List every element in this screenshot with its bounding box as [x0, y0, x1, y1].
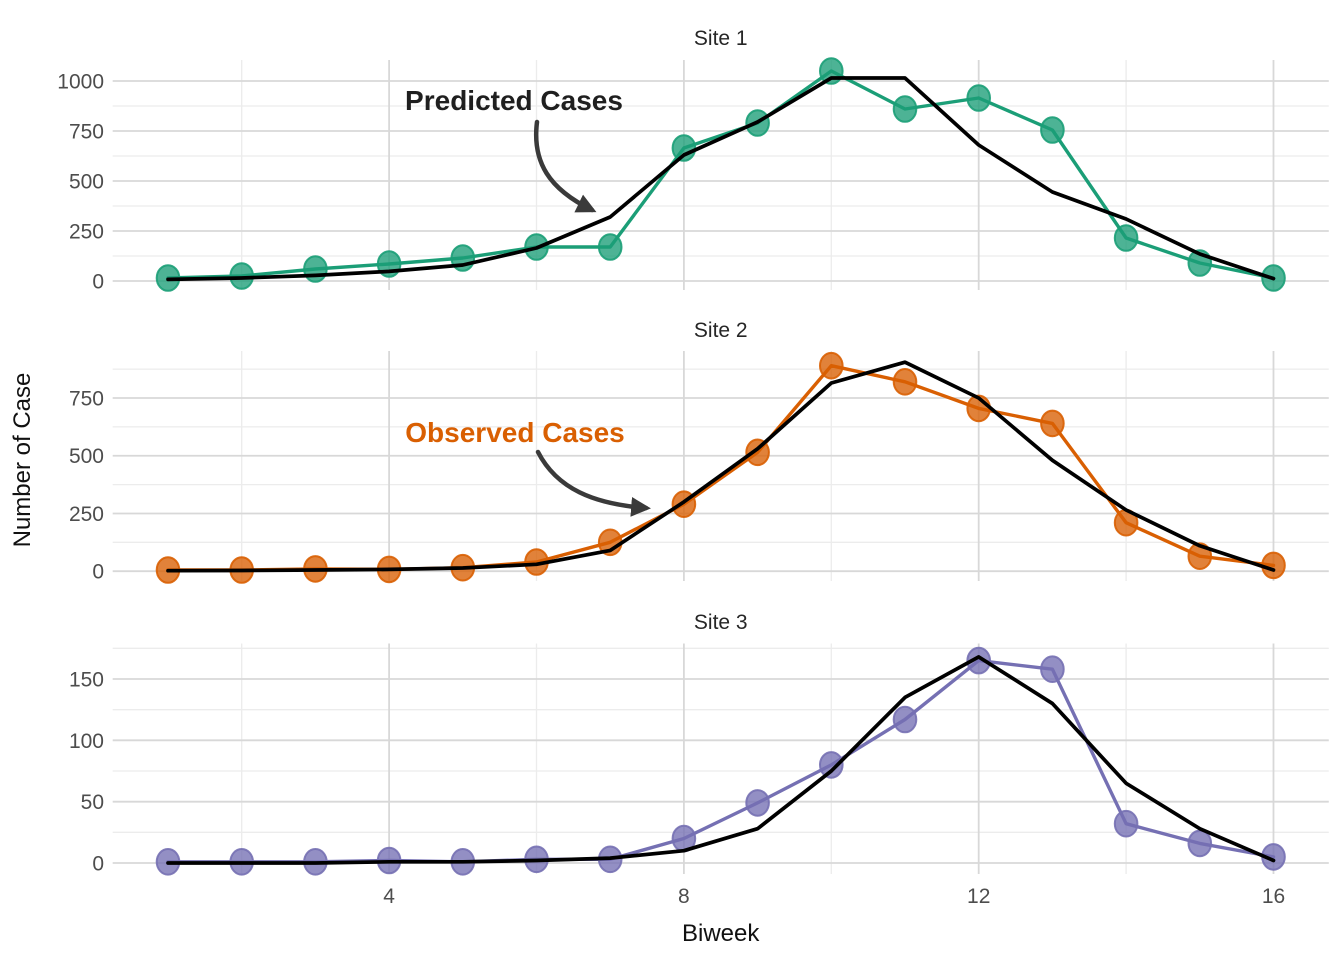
y-tick-label: 750	[69, 388, 104, 411]
y-tick-label: 0	[92, 271, 104, 294]
observed-point	[966, 84, 992, 112]
observed-points	[155, 351, 1286, 584]
y-axis-tick-labels: 0 250 500 750 1000	[57, 71, 104, 294]
y-tick-label: 250	[69, 221, 104, 244]
observed-point	[1040, 409, 1065, 438]
y-axis-tick-labels: 0 250 500 750	[69, 388, 104, 584]
observed-cases-arrow	[535, 449, 651, 517]
y-axis-title: Number of Case	[9, 373, 36, 548]
gridlines-major	[112, 351, 1329, 581]
observed-point	[745, 789, 770, 817]
x-tick-label: 8	[678, 885, 690, 908]
y-axis-tick-labels: 0 50 100 150	[69, 669, 104, 876]
gridlines-minor	[112, 351, 1329, 581]
panel-site-3: Site 3 0 50 100 150	[69, 611, 1329, 876]
observed-line	[166, 364, 1276, 572]
predicted-cases-annotation: Predicted Cases	[405, 85, 623, 213]
facet-strip-title: Site 1	[694, 27, 748, 50]
y-tick-label: 100	[69, 730, 104, 753]
predicted-line	[166, 76, 1276, 282]
y-tick-label: 0	[92, 853, 104, 876]
observed-point	[966, 646, 992, 675]
y-tick-label: 750	[69, 121, 104, 144]
observed-point	[597, 233, 623, 261]
observed-point	[1113, 809, 1139, 838]
observed-point	[1040, 116, 1065, 144]
gridlines-minor	[112, 60, 1329, 290]
y-tick-label: 250	[69, 503, 104, 526]
x-tick-label: 16	[1262, 885, 1285, 908]
x-axis-tick-labels: 4 8 12 16	[383, 885, 1285, 908]
predicted-line	[166, 360, 1276, 573]
y-tick-label: 1000	[57, 71, 104, 94]
observed-cases-label: Observed Cases	[405, 417, 624, 448]
y-tick-label: 50	[81, 791, 104, 814]
x-tick-label: 4	[383, 885, 395, 908]
observed-point	[892, 368, 918, 396]
observed-point	[892, 705, 918, 734]
observed-point	[819, 751, 844, 779]
y-tick-label: 0	[92, 561, 104, 584]
x-tick-label: 12	[967, 885, 990, 908]
predicted-cases-label: Predicted Cases	[405, 85, 623, 116]
observed-line	[166, 69, 1276, 280]
facet-strip-title: Site 3	[694, 611, 748, 634]
panel-site-2: Site 2 0 250 500 750	[69, 319, 1329, 584]
observed-point	[1261, 551, 1286, 580]
observed-point	[1040, 655, 1065, 684]
panel-site-1: Site 1 0 250 500 750 1000	[57, 27, 1329, 294]
observed-cases-annotation: Observed Cases	[405, 417, 651, 517]
predicted-cases-arrow	[533, 119, 597, 213]
observed-point	[892, 95, 918, 123]
observed-point	[1113, 224, 1139, 252]
predicted-line	[166, 655, 1276, 865]
x-axis-title: Biweek	[682, 920, 760, 947]
observed-point	[1187, 542, 1213, 571]
observed-point	[1187, 829, 1213, 858]
observed-point	[303, 255, 328, 283]
y-tick-label: 150	[69, 669, 104, 692]
observed-point	[819, 351, 844, 380]
y-tick-label: 500	[69, 445, 104, 468]
y-tick-label: 500	[69, 171, 104, 194]
facet-strip-title: Site 2	[694, 319, 748, 342]
observed-points	[155, 646, 1286, 876]
